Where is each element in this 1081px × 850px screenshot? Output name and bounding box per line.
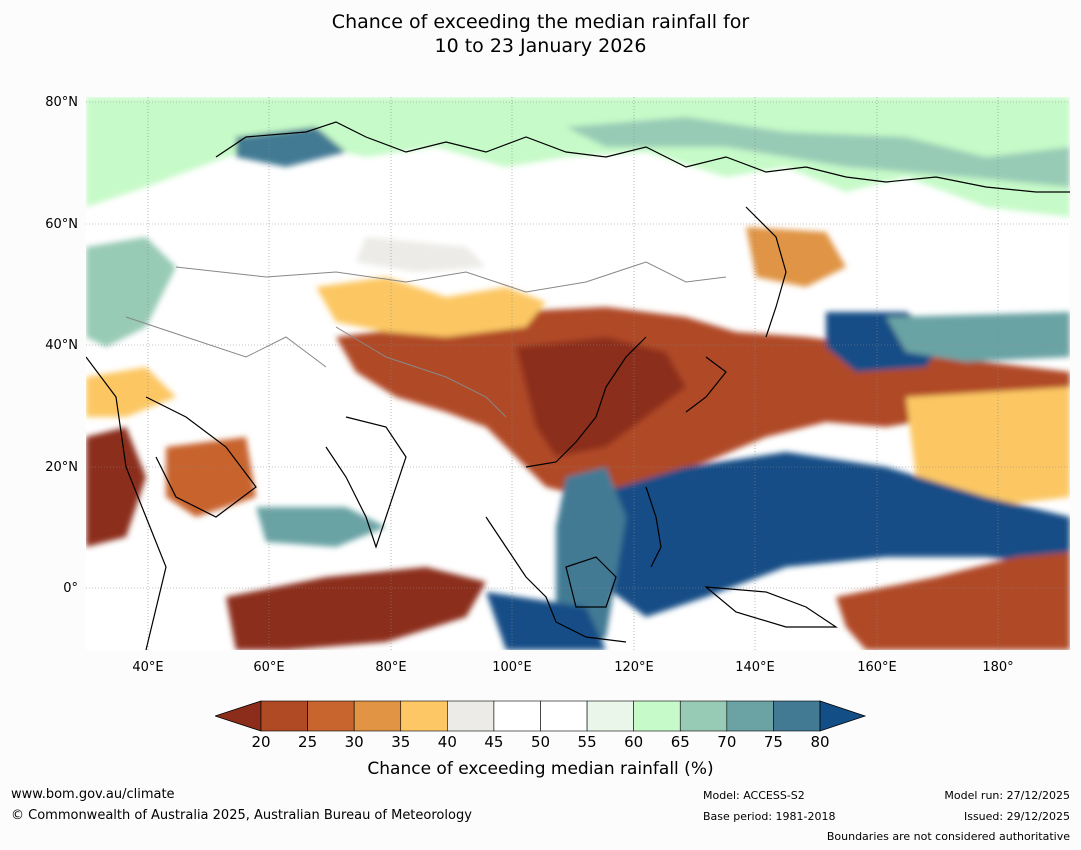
lon-label-100e: 100°E xyxy=(492,660,532,675)
colorbar-bin-60-65 xyxy=(633,700,681,732)
field-grey-patches xyxy=(356,237,486,272)
colorbar-tick-75: 75 xyxy=(763,733,783,751)
lon-label-120e: 120°E xyxy=(614,660,654,675)
coast-arabia xyxy=(145,396,257,518)
colorbar xyxy=(213,700,867,736)
field-north-teal xyxy=(566,117,1070,187)
coast-arctic xyxy=(215,121,1070,193)
field-indian-ocean-brown xyxy=(226,567,486,650)
lat-label-0: 0° xyxy=(63,581,78,596)
colorbar-tick-55: 55 xyxy=(577,733,597,751)
coastlines xyxy=(86,121,1070,650)
field-north-pacific-teal xyxy=(886,312,1070,362)
colorbar-bin-55-60 xyxy=(586,700,634,732)
field-africa-brown xyxy=(86,427,146,547)
colorbar-tick-20: 20 xyxy=(251,733,271,751)
coast-africa xyxy=(86,356,167,650)
graticule xyxy=(86,97,1070,650)
colorbar-bin-20-25 xyxy=(260,700,308,732)
country-boundaries xyxy=(125,261,727,418)
colorbar-tick-30: 30 xyxy=(344,733,364,751)
probability-fields xyxy=(86,97,1070,650)
colorbar-bin-25-30 xyxy=(307,700,355,732)
border-mideast xyxy=(125,316,327,368)
map-title-line2: 10 to 23 January 2026 xyxy=(434,35,647,57)
map-title-line1: Chance of exceeding the median rainfall … xyxy=(331,11,750,33)
lon-label-140e: 140°E xyxy=(735,660,775,675)
colorbar-tick-70: 70 xyxy=(717,733,737,751)
colorbar-label: Chance of exceeding median rainfall (%) xyxy=(367,759,714,779)
colorbar-extend-low xyxy=(213,700,262,732)
field-west-orange xyxy=(86,367,176,417)
coast-east-asia xyxy=(525,336,647,468)
footer-model: Model: ACCESS-S2 xyxy=(703,789,805,802)
lon-label-60e: 60°E xyxy=(253,660,285,675)
lon-label-80e: 80°E xyxy=(375,660,407,675)
lon-label-160e: 160°E xyxy=(857,660,897,675)
colorbar-extend-high xyxy=(819,700,867,732)
field-arctic-blue xyxy=(236,127,346,167)
coast-japan xyxy=(685,356,727,413)
field-tropical-blue xyxy=(586,452,1070,617)
field-far-east-orange xyxy=(746,227,846,287)
footer-base-period: Base period: 1981-2018 xyxy=(703,810,836,823)
field-pacific-orange xyxy=(906,387,1070,507)
field-indian-blue xyxy=(256,507,386,547)
coast-india xyxy=(325,416,407,549)
lon-label-180: 180° xyxy=(982,660,1014,675)
lon-label-40e: 40°E xyxy=(132,660,164,675)
colorbar-tick-60: 60 xyxy=(624,733,644,751)
rainfall-probability-map xyxy=(86,97,1070,650)
field-north-green xyxy=(86,97,1070,217)
lat-label-20n: 20°N xyxy=(45,460,78,475)
colorbar-tick-50: 50 xyxy=(530,733,551,751)
lat-label-80n: 80°N xyxy=(45,95,78,110)
footer-copyright: © Commonwealth of Australia 2025, Austra… xyxy=(11,808,472,823)
colorbar-bin-70-75 xyxy=(726,700,774,732)
coast-se-asia xyxy=(485,516,627,643)
lat-label-60n: 60°N xyxy=(45,217,78,232)
coast-kamchatka xyxy=(745,206,787,338)
footer-model-run: Model run: 27/12/2025 xyxy=(944,789,1070,802)
colorbar-bin-30-35 xyxy=(353,700,402,732)
field-eastasia-orange-edge xyxy=(316,277,546,337)
field-south-pacific-brown xyxy=(836,552,1070,650)
map-title: Chance of exceeding the median rainfall … xyxy=(0,10,1081,58)
colorbar-tick-25: 25 xyxy=(298,733,318,751)
colorbar-tick-80: 80 xyxy=(810,733,830,751)
colorbar-tick-45: 45 xyxy=(484,733,504,751)
coast-new-guinea xyxy=(704,586,838,628)
map-canvas xyxy=(86,97,1070,650)
colorbar-bin-40-45 xyxy=(447,700,495,732)
field-eastasia-core xyxy=(516,337,686,457)
colorbar-bin-45-50 xyxy=(493,700,541,732)
footer-issued: Issued: 29/12/2025 xyxy=(963,810,1070,823)
border-china-west xyxy=(335,326,507,418)
footer-url[interactable]: www.bom.gov.au/climate xyxy=(11,787,175,802)
coast-borneo xyxy=(565,556,617,608)
border-russia-south xyxy=(175,261,727,293)
field-west-teal xyxy=(86,237,176,347)
colorbar-bin-65-70 xyxy=(679,700,728,732)
colorbar-tick-35: 35 xyxy=(391,733,411,751)
footer-disclaimer: Boundaries are not considered authoritat… xyxy=(826,830,1070,843)
colorbar-svg xyxy=(213,700,867,732)
colorbar-tick-65: 65 xyxy=(670,733,690,751)
colorbar-tick-40: 40 xyxy=(437,733,457,751)
colorbar-bin-50-55 xyxy=(540,700,588,732)
colorbar-bin-75-80 xyxy=(773,700,821,732)
lat-label-40n: 40°N xyxy=(45,338,78,353)
coast-philippines xyxy=(645,486,662,568)
colorbar-bin-35-40 xyxy=(400,700,448,732)
